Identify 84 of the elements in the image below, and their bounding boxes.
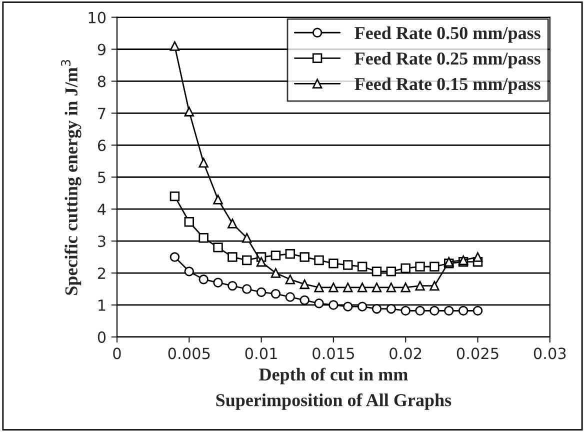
x-tick-label: 0.02	[390, 348, 422, 360]
point	[386, 304, 396, 314]
point	[343, 282, 353, 292]
point	[458, 306, 468, 316]
point	[213, 194, 223, 204]
point	[357, 302, 368, 312]
y-tick-label: 4	[98, 204, 106, 215]
point	[184, 217, 194, 227]
point	[386, 282, 396, 292]
point	[242, 284, 252, 294]
point	[314, 298, 324, 308]
point	[343, 302, 353, 312]
point	[372, 266, 382, 276]
point	[213, 242, 223, 252]
point	[242, 233, 252, 243]
legend-label: Feed Rate 0.50 mm/pass	[354, 26, 540, 43]
legend-label: Feed Rate 0.25 mm/pass	[354, 52, 540, 68]
point	[198, 233, 208, 243]
y-tick-label: 7	[98, 108, 106, 119]
point	[300, 252, 310, 262]
point	[372, 282, 382, 292]
point	[415, 306, 425, 316]
point	[372, 304, 382, 314]
point	[270, 288, 281, 299]
point	[400, 306, 410, 316]
point	[228, 280, 238, 291]
y-tick-label: 2	[98, 267, 106, 279]
point	[256, 287, 266, 298]
point	[415, 280, 425, 291]
point	[270, 268, 281, 278]
text: Superimposition of All Graphs	[216, 393, 452, 410]
point	[343, 260, 353, 270]
point	[285, 274, 296, 284]
point	[472, 252, 483, 262]
x-axis-title: Depth of cut in mm	[259, 368, 408, 384]
point	[400, 263, 410, 274]
point	[472, 306, 483, 316]
x-tick-label: 0.03	[534, 348, 566, 360]
point	[328, 258, 338, 268]
point	[444, 306, 454, 316]
point	[170, 191, 180, 202]
legend-label: Feed Rate 0.15 mm/pass	[354, 77, 540, 94]
point	[285, 292, 296, 302]
point	[386, 266, 396, 276]
x-tick-label: 0.01	[245, 348, 277, 360]
point	[213, 278, 223, 288]
point	[357, 282, 368, 292]
point	[400, 282, 410, 292]
y-axis-title: Specific cutting energy in J/m$^{3}$	[61, 60, 82, 295]
point	[328, 282, 338, 292]
point	[184, 106, 194, 116]
x-tick-label: 0.025	[456, 348, 498, 360]
point	[270, 250, 281, 260]
y-tick-label: 0	[98, 331, 106, 343]
y-tick-label: 9	[98, 44, 106, 56]
point	[170, 41, 180, 51]
point	[285, 248, 296, 259]
point	[242, 255, 252, 266]
y-tick-label: 1	[98, 300, 106, 311]
y-tick-label: 3	[98, 236, 106, 248]
point	[300, 295, 310, 306]
y-tick-label: 10	[88, 12, 106, 24]
point	[430, 280, 440, 291]
point	[314, 282, 324, 292]
point	[415, 262, 425, 272]
point	[198, 158, 208, 168]
point	[198, 274, 208, 284]
point	[184, 266, 194, 276]
point	[430, 306, 440, 316]
y-tick-label: 6	[98, 140, 106, 152]
point	[430, 262, 440, 272]
x-tick-label: 0.005	[168, 348, 210, 360]
point	[228, 252, 238, 262]
point	[357, 262, 368, 272]
x-tick-label: 0.015	[312, 348, 354, 360]
point	[328, 300, 338, 310]
x-tick-label: 0	[113, 348, 121, 360]
y-tick-label: 5	[98, 172, 106, 184]
point	[314, 255, 324, 266]
point	[300, 279, 310, 290]
point	[170, 252, 180, 262]
point	[228, 218, 238, 228]
point	[256, 256, 266, 267]
y-tick-label: 8	[98, 76, 106, 88]
